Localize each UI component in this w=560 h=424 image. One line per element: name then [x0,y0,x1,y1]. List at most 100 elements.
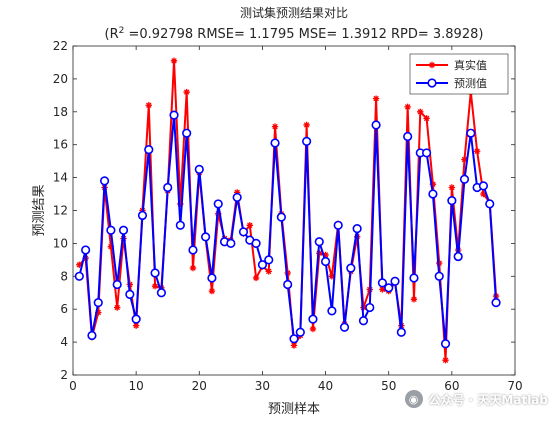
data-point-actual [246,222,253,229]
data-point-actual [132,322,140,329]
data-point-actual [423,115,430,122]
data-point-predicted [485,199,495,209]
data-point-predicted [491,298,501,308]
y-tick-label: 12 [53,204,68,218]
data-point-predicted [264,255,274,265]
data-point-predicted [175,220,185,230]
data-point-predicted [478,181,489,191]
x-tick-label: 20 [192,379,207,393]
chart-title: 测试集预测结果对比 [240,5,348,20]
plot-area [72,45,516,376]
subtitle-superscript: 2 [119,26,125,36]
data-point-predicted [99,176,110,186]
wechat-icon: ◉ [404,390,423,408]
data-point-actual [290,342,298,349]
y-tick-label: 6 [60,302,68,316]
data-point-actual [379,286,386,293]
data-point-predicted [131,314,141,324]
x-tick-label: 0 [69,379,77,393]
data-point-predicted [87,330,97,341]
data-point-actual [410,296,418,303]
data-point-predicted [422,148,432,158]
data-point-predicted [377,278,388,288]
data-point-predicted [226,238,236,248]
data-point-predicted [112,279,122,290]
data-point-predicted [302,136,312,147]
data-point-predicted [333,220,343,230]
data-point-predicted [453,251,463,262]
data-point-predicted [295,327,305,337]
x-tick-label: 10 [129,379,144,393]
data-point-predicted [320,256,331,267]
data-point-actual [170,57,178,65]
data-point-predicted [270,138,280,148]
x-axis-label: 预测样本 [268,402,320,417]
data-point-predicted [434,271,444,281]
series-predicted [74,110,501,349]
data-point-predicted [403,131,413,142]
data-point-actual [233,189,241,196]
data-point-predicted [106,225,116,235]
data-point-predicted [365,302,375,313]
data-point-predicted [169,110,179,120]
data-point-actual [436,259,443,267]
data-point-predicted [428,189,438,199]
data-point-predicted [358,316,369,326]
data-point-predicted [238,227,249,237]
data-point-actual [151,282,159,290]
watermark: ◉ 公众号 · 天天Matlab [404,390,548,408]
data-point-actual [404,103,411,111]
x-tick-label: 30 [255,379,270,393]
y-tick-label: 4 [60,335,68,349]
data-point-predicted [447,196,457,206]
data-point-predicted [144,145,154,155]
data-point-actual [328,273,336,280]
data-point-actual [284,269,291,277]
y-tick-label: 16 [53,138,68,152]
data-point-predicted [118,225,129,235]
data-point-predicted [440,339,451,349]
x-tick-label: 40 [318,379,333,393]
data-point-predicted [276,212,286,222]
data-point-predicted [396,327,406,337]
data-point-predicted [289,334,299,344]
data-point-predicted [346,263,356,273]
y-tick-label: 22 [53,39,68,53]
legend-label-predicted: 预测值 [454,77,487,90]
data-point-actual [183,88,190,96]
data-point-predicted [232,192,242,202]
data-point-predicted [207,273,217,283]
data-point-actual [442,356,449,364]
data-point-predicted [182,128,192,138]
data-point-predicted [409,273,419,283]
subtitle-prefix: (R [105,27,119,42]
data-point-actual [114,304,121,311]
data-point-predicted [283,279,293,290]
data-point-actual [372,95,380,102]
data-point-actual [322,251,329,259]
data-point-predicted [390,276,400,286]
y-axis-label: 预测结果 [32,184,47,236]
data-point-actual [145,102,152,109]
data-point-predicted [74,271,84,281]
subtitle-metrics: =0.92798 RMSE= 1.1795 MSE= 1.3912 RPD= 3… [124,27,483,42]
data-point-predicted [188,245,198,255]
data-point-predicted [150,268,160,278]
data-point-actual [177,200,184,208]
legend-box [409,53,509,95]
data-point-predicted [466,128,476,138]
y-tick-label: 14 [53,171,68,185]
data-point-actual [95,309,102,316]
y-tick-label: 2 [60,368,68,382]
data-point-predicted [137,210,148,221]
data-point-predicted [257,260,268,270]
data-point-predicted [156,288,166,298]
data-point-predicted [213,199,223,209]
y-tick-label: 20 [53,72,68,86]
data-point-actual [76,261,83,268]
data-point-actual [252,274,260,282]
data-point-predicted [308,314,318,324]
